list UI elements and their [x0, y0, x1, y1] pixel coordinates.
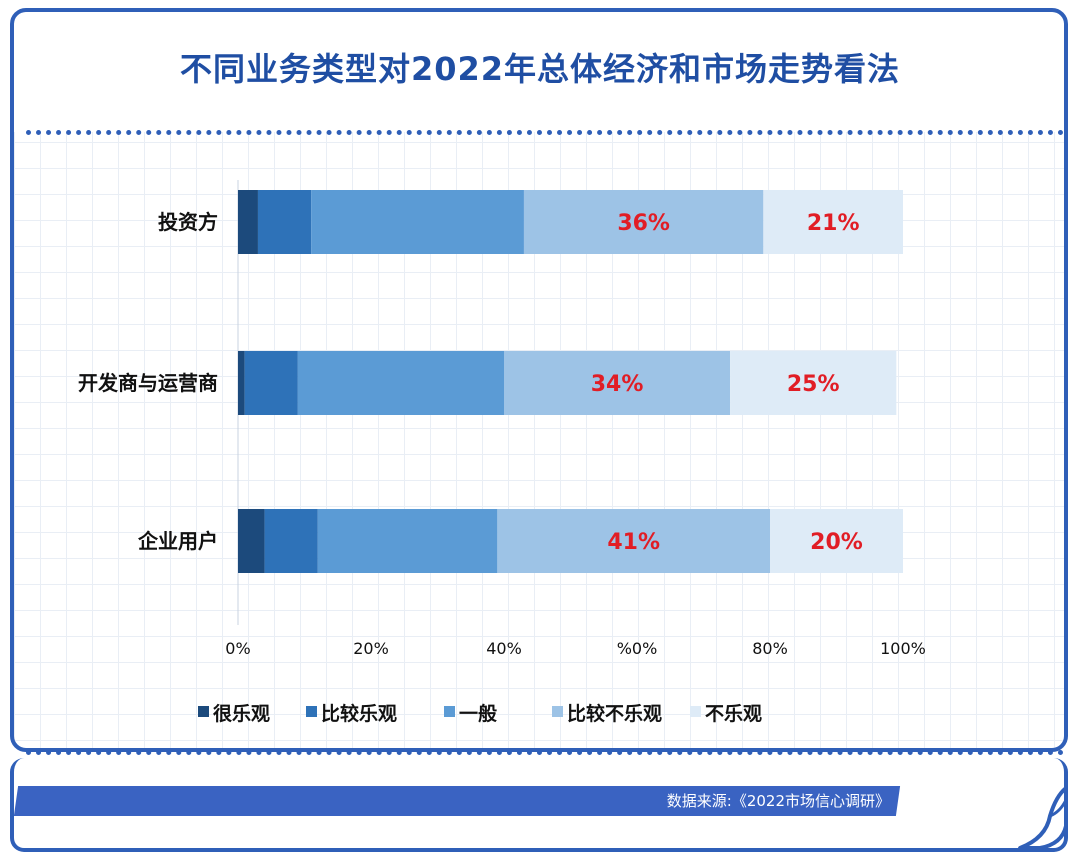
legend-label: 比较不乐观	[567, 702, 662, 725]
x-tick-label: 0%	[225, 639, 250, 658]
category-label: 投资方	[158, 210, 218, 234]
legend-label: 不乐观	[705, 703, 762, 725]
data-label: 21%	[807, 211, 860, 236]
category-label: 开发商与运营商	[78, 371, 218, 395]
title-band	[14, 12, 1064, 132]
bar-segment	[311, 190, 524, 254]
data-label: 36%	[617, 211, 670, 236]
bar-segment	[264, 509, 318, 573]
x-tick-label: 20%	[353, 639, 389, 658]
chart-title: 不同业务类型对2022年总体经济和市场走势看法	[179, 50, 901, 88]
bar-segment	[244, 351, 298, 415]
data-label: 25%	[787, 372, 840, 397]
bar-segment	[297, 351, 504, 415]
legend-swatch	[444, 706, 455, 717]
bottom-dotted-divider	[26, 750, 1064, 755]
legend-swatch	[198, 706, 209, 717]
x-tick-label: 100%	[880, 639, 926, 658]
x-tick-label: 40%	[486, 639, 522, 658]
top-dotted-divider	[26, 130, 1064, 135]
bar-segment	[504, 351, 731, 415]
bar-segment	[238, 190, 258, 254]
legend-label: 一般	[459, 702, 497, 725]
data-label: 34%	[591, 372, 644, 397]
bar-segment	[523, 190, 764, 254]
legend-label: 很乐观	[213, 702, 270, 725]
x-tick-label: 80%	[752, 639, 788, 658]
bar-segment	[763, 190, 903, 254]
bar-segment	[730, 351, 897, 415]
bar-segment	[257, 190, 312, 254]
data-label: 41%	[607, 530, 660, 555]
legend-label: 比较乐观	[321, 702, 397, 725]
legend-swatch	[690, 706, 701, 717]
bar-segment	[770, 509, 903, 573]
legend-swatch	[306, 706, 317, 717]
bar-segment	[317, 509, 498, 573]
legend-swatch	[552, 706, 563, 717]
category-label: 企业用户	[137, 529, 218, 553]
bar-segment	[497, 509, 770, 573]
bar-segment	[238, 509, 265, 573]
source-text: 数据来源:《2022市场信心调研》	[666, 792, 890, 810]
data-label: 20%	[810, 530, 863, 555]
bar-segment	[238, 351, 245, 415]
page-curl-icon	[1018, 786, 1068, 850]
x-tick-label: %0%	[617, 639, 658, 658]
